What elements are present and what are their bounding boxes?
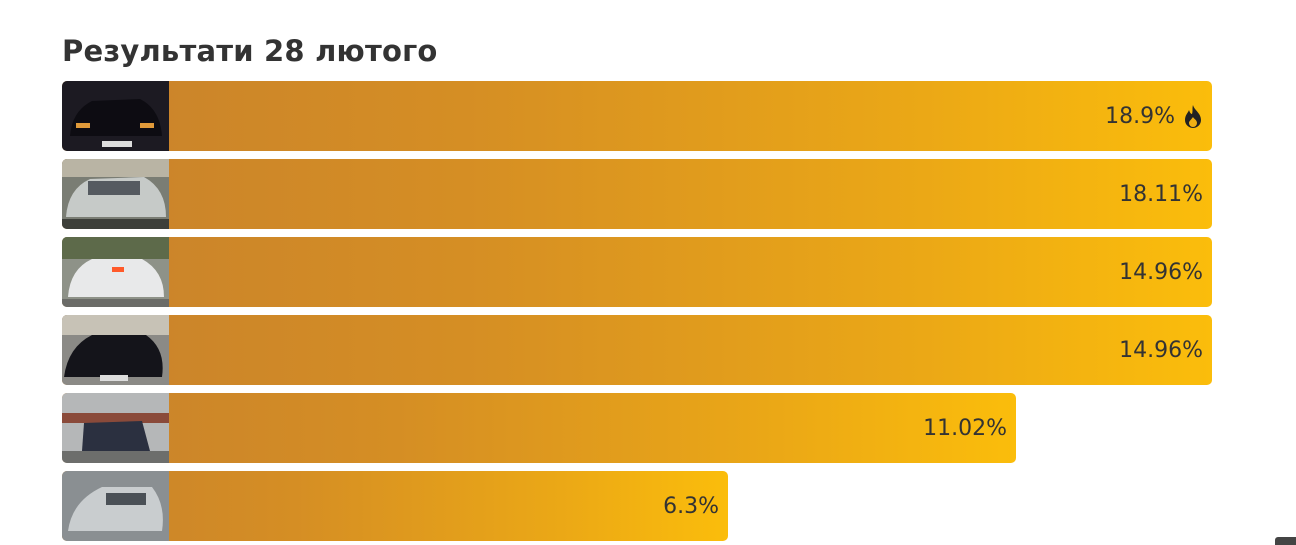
car-photo (62, 81, 169, 151)
title: Результати 28 лютого (62, 34, 438, 68)
result-row: 6.3% (62, 471, 728, 541)
result-bar: 14.96% (169, 315, 1212, 385)
result-row: 11.02% (62, 393, 1016, 463)
percent-label: 11.02% (923, 415, 1007, 441)
result-row: 14.96% (62, 315, 1212, 385)
result-row: 18.9% (62, 81, 1212, 151)
result-bar: 18.11% (169, 159, 1212, 229)
result-bar: 6.3% (169, 471, 728, 541)
result-row: 18.11% (62, 159, 1212, 229)
result-bar: 11.02% (169, 393, 1016, 463)
percent-label: 14.96% (1119, 259, 1203, 285)
percent-label: 18.9% (1105, 103, 1175, 129)
car-photo (62, 159, 169, 229)
car-photo (62, 237, 169, 307)
percent-label: 18.11% (1119, 181, 1203, 207)
percent-label: 6.3% (663, 493, 719, 519)
fire-icon (1185, 105, 1201, 128)
result-bar: 14.96% (169, 237, 1212, 307)
car-photo (62, 393, 169, 463)
car-photo (62, 471, 169, 541)
car-photo (62, 315, 169, 385)
result-bar: 18.9% (169, 81, 1212, 151)
percent-label: 14.96% (1119, 337, 1203, 363)
result-row: 14.96% (62, 237, 1212, 307)
scroll-button[interactable] (1275, 537, 1296, 545)
